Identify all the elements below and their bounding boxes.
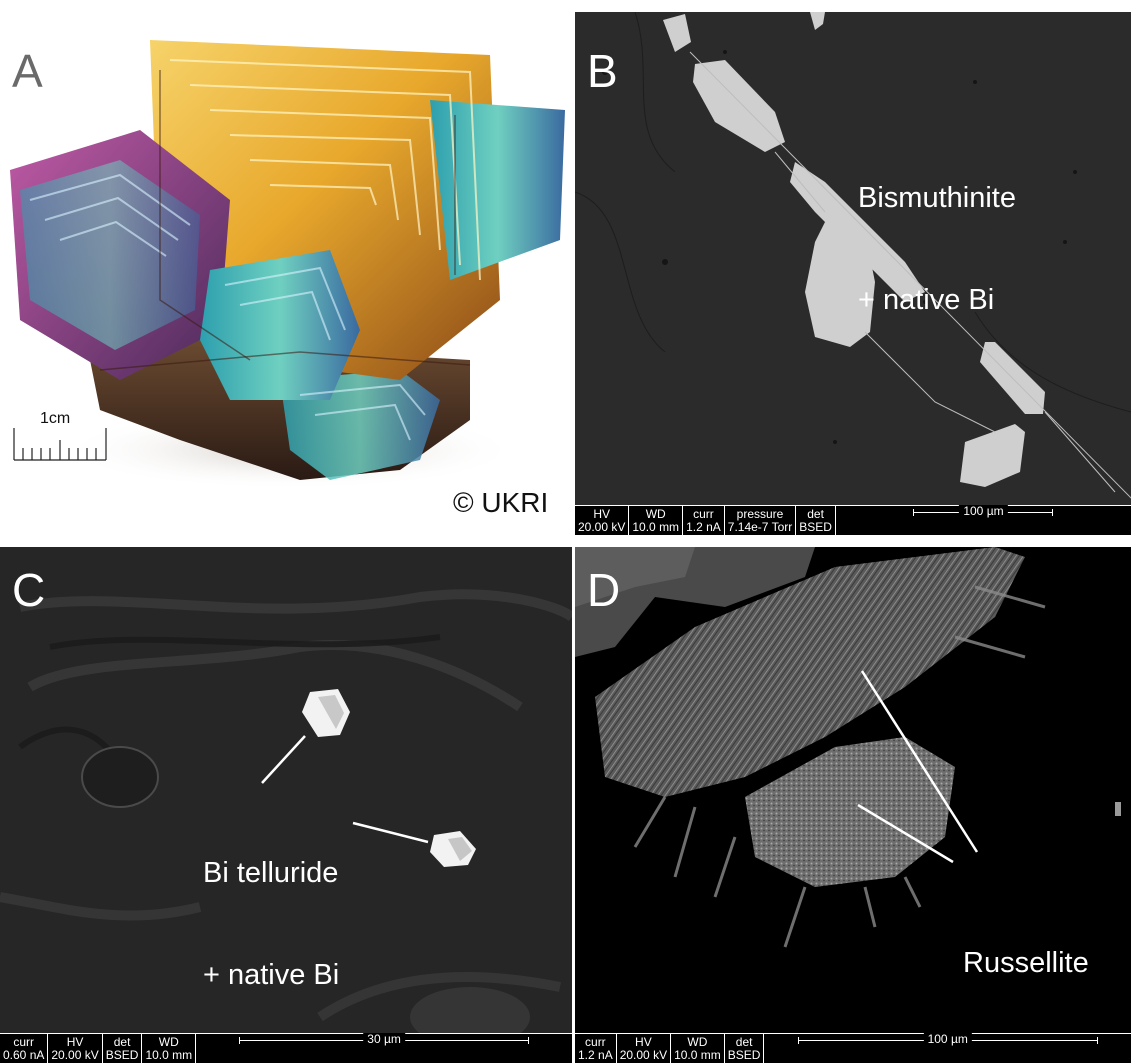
databar-cell: WD 10.0 mm bbox=[629, 506, 684, 535]
scale-bar: 100 µm bbox=[764, 1033, 1131, 1063]
databar-cell: WD 10.0 mm bbox=[142, 1034, 197, 1063]
scale-bar: 100 µm bbox=[836, 505, 1131, 535]
sem-databar-b: HV 20.00 kV WD 10.0 mm curr 1.2 nA pressure… bbox=[575, 505, 1131, 535]
sem-image-c bbox=[0, 547, 572, 1063]
panel-d: D Russellite curr 1.2 nA HV 20.00 kV WD 10.… bbox=[575, 547, 1131, 1063]
sem-image-d bbox=[575, 547, 1131, 1063]
databar-cell: det BSED bbox=[796, 506, 836, 535]
panel-letter-b: B bbox=[587, 45, 618, 97]
panel-letter-d: D bbox=[587, 564, 621, 616]
databar-cell: curr 0.60 nA bbox=[0, 1034, 49, 1063]
copyright-notice: © UKRI bbox=[453, 487, 549, 518]
sem-image-b bbox=[575, 12, 1131, 535]
scale-bar-label: 30 µm bbox=[363, 1033, 405, 1046]
annotation-russellite: Russellite bbox=[963, 947, 1089, 979]
scale-bar-label: 100 µm bbox=[923, 1033, 972, 1046]
scale-bar: 30 µm bbox=[196, 1033, 572, 1063]
sem-databar-c: curr 0.60 nA HV 20.00 kV det BSED WD 10.0 mm… bbox=[0, 1033, 572, 1063]
databar-cell: curr 1.2 nA bbox=[683, 506, 725, 535]
databar-cell: HV 20.00 kV bbox=[575, 506, 630, 535]
bi-telluride-grain-2 bbox=[430, 831, 476, 867]
annotation-bi-telluride: Bi telluride + native Bi bbox=[203, 857, 340, 991]
sem-databar-d: curr 1.2 nA HV 20.00 kV WD 10.0 mm det BSED … bbox=[575, 1033, 1131, 1063]
databar-cell: curr 1.2 nA bbox=[575, 1034, 617, 1063]
databar-cell: pressure 7.14e-7 Torr bbox=[725, 506, 797, 535]
databar-cell: det BSED bbox=[725, 1034, 765, 1063]
scale-label: 1cm bbox=[40, 410, 71, 427]
panel-c: C Bi telluride + native Bi curr 0.60 nA H… bbox=[0, 547, 572, 1063]
databar-cell: HV 20.00 kV bbox=[617, 1034, 672, 1063]
databar-cell: det BSED bbox=[103, 1034, 143, 1063]
panel-b: B Bismuthinite + native Bi HV 20.00 kV WD… bbox=[575, 12, 1131, 535]
panel-a: A 1cm © UKRI bbox=[0, 0, 572, 535]
bismuth-crystal-photo bbox=[10, 40, 565, 490]
scale-bar-label: 100 µm bbox=[959, 505, 1008, 518]
annotation-bismuthinite: Bismuthinite + native Bi bbox=[858, 182, 1016, 316]
databar-cell: WD 10.0 mm bbox=[671, 1034, 725, 1063]
panel-letter-c: C bbox=[12, 564, 46, 616]
scale-ruler bbox=[13, 428, 107, 461]
databar-cell: HV 20.00 kV bbox=[48, 1034, 103, 1063]
panel-letter-a: A bbox=[12, 45, 43, 97]
